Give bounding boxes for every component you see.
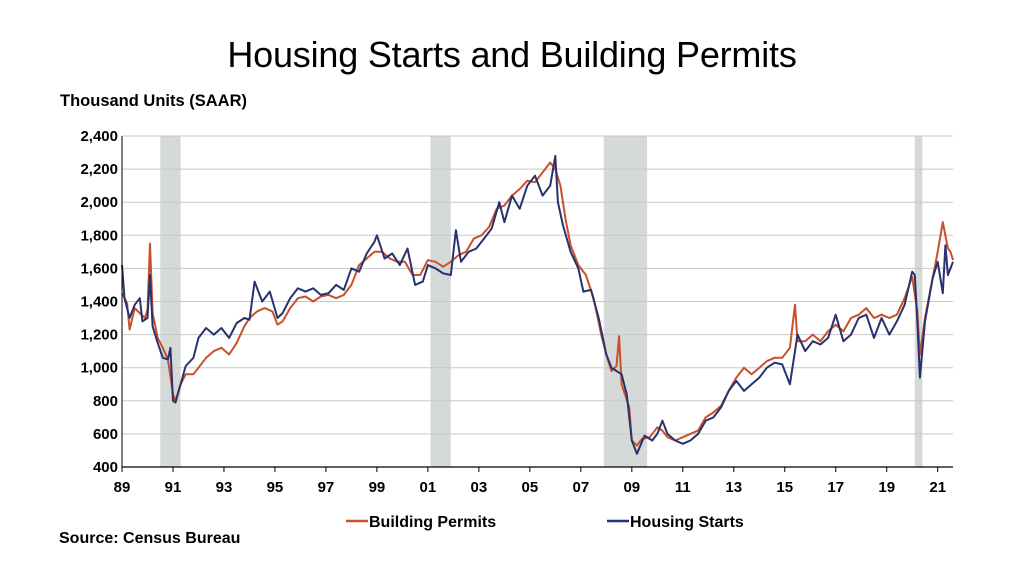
housing-starts-line: [121, 154, 954, 455]
y-tick-label: 1,000: [80, 360, 118, 377]
chart-title: Housing Starts and Building Permits: [227, 34, 797, 75]
series-lines: [121, 154, 954, 455]
x-tick-label: 05: [522, 479, 539, 496]
gridlines: [122, 135, 953, 468]
x-tick-label: 13: [725, 479, 742, 496]
y-tick-label: 400: [93, 459, 118, 476]
building-permits-line: [121, 161, 954, 447]
y-tick-label: 1,800: [80, 227, 118, 244]
y-tick-label: 1,600: [80, 260, 118, 277]
x-tick-label: 91: [165, 479, 182, 496]
x-tick-label: 07: [572, 479, 589, 496]
x-tick-label: 93: [216, 479, 233, 496]
legend: Building Permits Housing Starts: [346, 514, 744, 531]
y-tick-label: 1,200: [80, 327, 118, 344]
axes: 400 600 800 1,000 1,200 1,400 1,600 1,800 2,000 2…: [80, 128, 946, 496]
x-tick-label: 97: [318, 479, 335, 496]
x-tick-label: 11: [675, 479, 691, 496]
y-tick-label: 800: [93, 393, 118, 410]
x-tick-label: 99: [369, 479, 386, 496]
x-tick-label: 03: [471, 479, 488, 496]
y-tick-label: 2,400: [80, 128, 118, 145]
x-tick-label: 19: [878, 479, 895, 496]
y-tick-label: 1,400: [80, 294, 118, 311]
y-axis-label: Thousand Units (SAAR): [60, 92, 247, 110]
legend-label: Housing Starts: [630, 514, 744, 531]
source-note: Source: Census Bureau: [59, 530, 241, 547]
x-tick-label: 21: [929, 479, 946, 496]
x-tick-label: 01: [420, 479, 437, 496]
x-tick-label: 89: [114, 479, 131, 496]
x-tick-label: 09: [623, 479, 640, 496]
y-tick-label: 2,000: [80, 194, 118, 211]
y-tick-label: 600: [93, 426, 118, 443]
x-tick-label: 17: [827, 479, 844, 496]
legend-label: Building Permits: [369, 514, 496, 531]
x-tick-label: 15: [776, 479, 793, 496]
x-tick-label: 95: [267, 479, 284, 496]
y-tick-label: 2,200: [80, 161, 118, 178]
